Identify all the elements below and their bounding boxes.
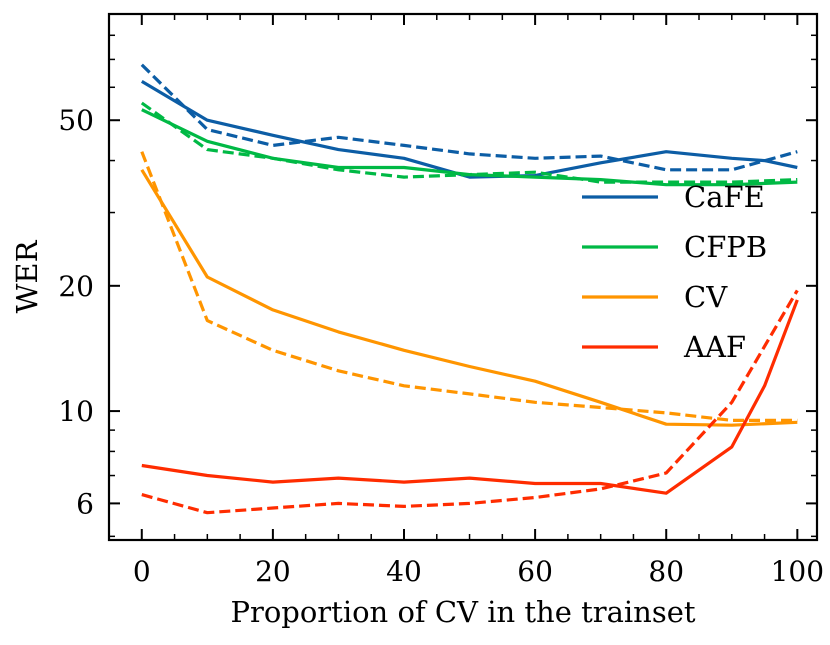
series-line-cafe-dashed	[140, 63, 798, 172]
legend-label-cfpb: CFPB	[684, 230, 767, 264]
y-tick-label: 50	[58, 104, 94, 137]
x-tick-label: 100	[771, 555, 824, 588]
series-line-aaf-dashed	[141, 289, 799, 515]
x-tick-label: 60	[517, 555, 553, 588]
series-line-cfpb-dashed	[140, 101, 798, 184]
series-line-cafe-solid	[140, 80, 798, 179]
legend: CaFE CFPB CV AAF	[582, 180, 767, 364]
series-line-aaf-solid	[141, 299, 799, 495]
plot-frame	[107, 12, 819, 542]
y-axis-title: WER	[10, 239, 44, 313]
x-tick-label: 0	[133, 555, 151, 588]
legend-label-cv: CV	[684, 280, 728, 314]
x-tick-label: 20	[255, 555, 291, 588]
x-axis-title: Proportion of CV in the trainset	[230, 595, 695, 629]
ticks-layer: 0 20 40 60 80 100 6 10 20 50	[58, 14, 824, 588]
y-tick-label: 6	[76, 487, 94, 520]
y-tick-label: 10	[58, 395, 94, 428]
x-tick-label: 40	[386, 555, 422, 588]
series-line-cv-dashed	[140, 151, 798, 422]
y-tick-label: 20	[58, 270, 94, 303]
series-layer	[140, 63, 799, 515]
legend-label-cafe: CaFE	[684, 180, 765, 214]
x-tick-label: 80	[648, 555, 684, 588]
legend-label-aaf: AAF	[683, 330, 746, 364]
series-line-cv-solid	[140, 168, 798, 427]
